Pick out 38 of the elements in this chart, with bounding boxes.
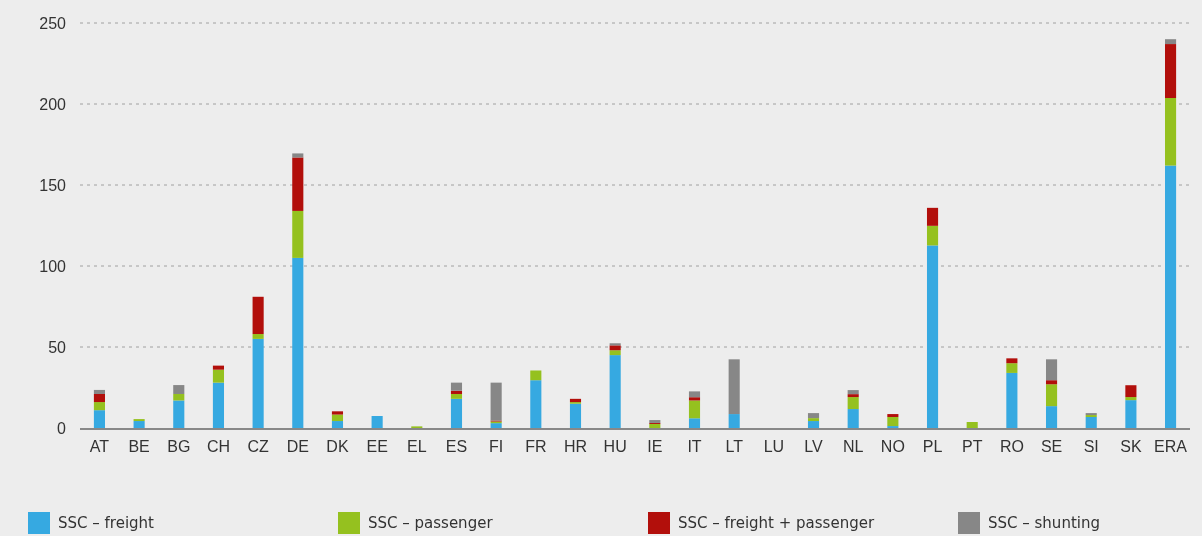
- x-tick-label: LT: [725, 437, 744, 455]
- x-tick-label: DK: [326, 437, 349, 455]
- x-tick-label: AT: [89, 437, 110, 455]
- x-tick-label: BE: [128, 437, 150, 455]
- legend-label: SSC – freight + passenger: [678, 514, 875, 532]
- x-tick-label: CZ: [247, 437, 270, 455]
- legend-label: SSC – passenger: [368, 514, 494, 532]
- x-tick-label: ERA: [1154, 437, 1188, 455]
- x-tick-label: ES: [445, 437, 468, 455]
- x-tick-label: SE: [1040, 437, 1063, 455]
- x-tick-label: SK: [1120, 437, 1142, 455]
- x-tick-label: CH: [206, 437, 231, 455]
- legend-label: SSC – freight: [58, 514, 155, 532]
- y-tick-label: 100: [39, 257, 67, 275]
- legend-label: SSC – shunting: [988, 514, 1100, 532]
- y-tick-label: 200: [39, 95, 67, 113]
- x-tick-label: LV: [804, 437, 824, 455]
- x-tick-label: PL: [922, 437, 943, 455]
- x-tick-label: NO: [880, 437, 905, 455]
- x-tick-label: NL: [842, 437, 864, 455]
- x-tick-label: DE: [286, 437, 309, 455]
- y-tick-label: 50: [48, 338, 67, 356]
- x-tick-label: IT: [687, 437, 702, 455]
- x-tick-label: PT: [961, 437, 983, 455]
- x-tick-label: BG: [167, 437, 191, 455]
- y-tick-label: 250: [39, 14, 67, 32]
- x-tick-label: EL: [407, 437, 427, 455]
- x-tick-label: HR: [563, 437, 588, 455]
- x-tick-label: RO: [999, 437, 1024, 455]
- y-tick-label: 150: [39, 176, 67, 194]
- x-tick-label: SI: [1083, 437, 1099, 455]
- x-tick-label: LU: [763, 437, 785, 455]
- x-tick-label: HU: [603, 437, 627, 455]
- y-tick-label: 0: [57, 419, 67, 437]
- x-tick-label: FR: [525, 437, 547, 455]
- x-tick-label: FI: [489, 437, 504, 455]
- x-tick-label: IE: [647, 437, 663, 455]
- x-tick-label: EE: [366, 437, 388, 455]
